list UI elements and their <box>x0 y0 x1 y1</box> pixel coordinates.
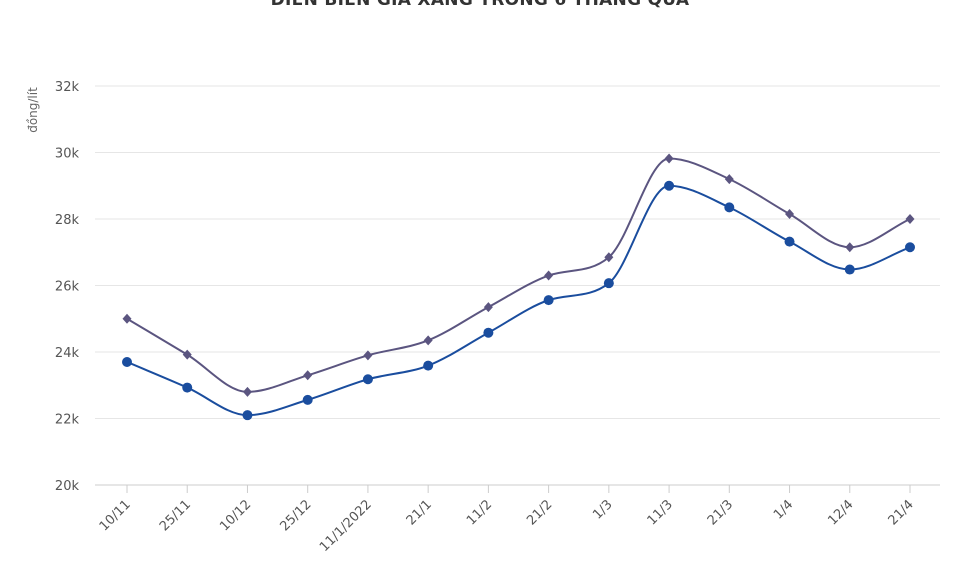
circle-marker[interactable] <box>242 410 253 421</box>
y-tick-label: 24k <box>55 346 80 361</box>
x-tick-label: 1/4 <box>771 497 796 522</box>
diamond-marker[interactable] <box>604 252 614 263</box>
circle-marker[interactable] <box>122 356 132 367</box>
diamond-marker[interactable] <box>905 214 915 224</box>
circle-marker[interactable] <box>423 360 434 371</box>
y-axis-label: đồng/lít <box>26 87 40 133</box>
diamond-marker[interactable] <box>544 270 554 281</box>
x-tick-label: 21/4 <box>886 497 917 528</box>
x-tick-label: 21/3 <box>705 497 736 528</box>
diamond-marker[interactable] <box>724 174 734 185</box>
circle-marker[interactable] <box>362 374 373 385</box>
series-2 <box>122 180 915 421</box>
diamond-marker[interactable] <box>122 313 132 324</box>
x-tick-label: 25/12 <box>277 497 314 534</box>
circle-marker[interactable] <box>905 242 915 253</box>
x-tick-label: 12/4 <box>825 497 856 528</box>
gridlines <box>95 85 940 486</box>
y-tick-label: 30k <box>55 147 80 162</box>
y-tick-label: 22k <box>55 413 80 428</box>
diamond-marker[interactable] <box>242 386 252 397</box>
y-tick-label: 20k <box>55 479 80 494</box>
circle-marker[interactable] <box>724 202 735 213</box>
x-tick-label: 10/12 <box>217 497 254 534</box>
circle-marker[interactable] <box>483 327 494 338</box>
diamond-marker[interactable] <box>845 242 855 253</box>
x-tick-label: 25/11 <box>157 497 194 534</box>
x-tick-label: 11/2 <box>464 497 495 528</box>
circle-marker[interactable] <box>302 394 313 405</box>
diamond-marker[interactable] <box>363 350 373 361</box>
diamond-marker[interactable] <box>423 335 433 346</box>
x-tick-label: 10/11 <box>97 497 134 534</box>
x-tick-label: 11/3 <box>645 497 676 528</box>
series-1 <box>122 153 915 397</box>
x-tick-label: 21/1 <box>404 497 435 528</box>
diamond-marker[interactable] <box>182 349 192 360</box>
series <box>122 153 915 421</box>
diamond-marker[interactable] <box>483 302 493 313</box>
x-tick-label: 21/2 <box>524 497 555 528</box>
circle-marker[interactable] <box>664 180 675 191</box>
chart-title: DIỄN BIẾN GIÁ XĂNG TRONG 6 THÁNG QUA <box>270 0 690 10</box>
series-line <box>126 184 911 417</box>
diamond-marker[interactable] <box>303 370 313 381</box>
y-tick-label: 26k <box>55 280 80 295</box>
diamond-marker[interactable] <box>664 153 674 164</box>
circle-marker[interactable] <box>844 264 855 275</box>
circle-marker[interactable] <box>182 382 193 393</box>
diamond-marker[interactable] <box>785 209 795 220</box>
y-tick-label: 32k <box>55 80 80 95</box>
x-tick-label: 1/3 <box>590 497 615 522</box>
x-tick-label: 11/1/2022 <box>317 497 375 555</box>
circle-marker[interactable] <box>603 278 614 289</box>
axes: 20k 22k 24k 26k 28k 30k 32k 10/11 25/11 10/12 25/1… <box>55 80 917 555</box>
circle-marker[interactable] <box>784 236 795 247</box>
y-tick-label: 28k <box>55 213 80 228</box>
circle-marker[interactable] <box>543 295 554 306</box>
series-line <box>126 157 911 393</box>
